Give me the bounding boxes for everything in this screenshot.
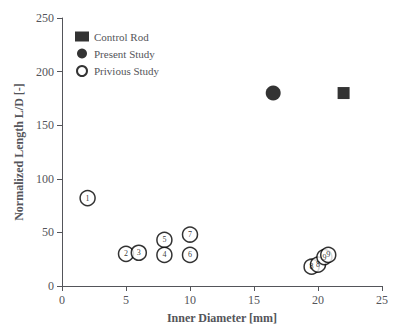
svg-text:Present Study: Present Study bbox=[94, 48, 155, 60]
svg-text:0: 0 bbox=[59, 293, 65, 307]
svg-text:Privious Study: Privious Study bbox=[94, 65, 160, 77]
svg-text:9: 9 bbox=[326, 250, 330, 259]
svg-text:10: 10 bbox=[184, 293, 196, 307]
svg-text:150: 150 bbox=[36, 118, 54, 132]
svg-text:100: 100 bbox=[36, 172, 54, 186]
svg-text:6: 6 bbox=[188, 250, 192, 259]
svg-text:3: 3 bbox=[137, 248, 141, 257]
svg-text:Normalized Length L/D [-]: Normalized Length L/D [-] bbox=[12, 83, 26, 221]
svg-text:Inner Diameter [mm]: Inner Diameter [mm] bbox=[167, 311, 277, 325]
svg-text:20: 20 bbox=[312, 293, 324, 307]
svg-text:9: 9 bbox=[322, 252, 327, 262]
svg-text:5: 5 bbox=[162, 235, 166, 244]
svg-text:Control Rod: Control Rod bbox=[94, 31, 149, 43]
svg-text:200: 200 bbox=[36, 65, 54, 79]
svg-text:50: 50 bbox=[42, 225, 54, 239]
svg-text:7: 7 bbox=[188, 230, 192, 239]
svg-text:15: 15 bbox=[248, 293, 260, 307]
svg-text:2: 2 bbox=[124, 249, 128, 258]
svg-text:8: 8 bbox=[310, 262, 314, 271]
svg-text:1: 1 bbox=[86, 194, 90, 203]
svg-text:250: 250 bbox=[36, 11, 54, 25]
svg-text:0: 0 bbox=[48, 279, 54, 293]
svg-text:5: 5 bbox=[123, 293, 129, 307]
svg-text:8: 8 bbox=[316, 260, 320, 269]
svg-text:4: 4 bbox=[162, 250, 166, 259]
svg-text:25: 25 bbox=[376, 293, 388, 307]
